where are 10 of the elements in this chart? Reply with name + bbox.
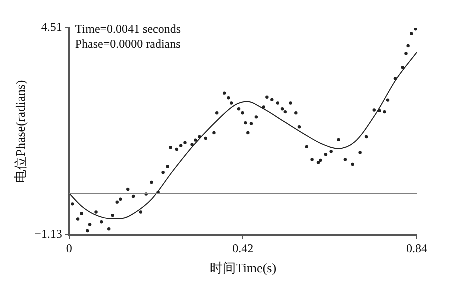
x-axis-title: 时间Time(s) — [210, 260, 277, 276]
y-tick-label: −1.13 — [34, 227, 62, 242]
x-tick-label: 0 — [66, 241, 72, 256]
y-axis-title: 电位Phase(radians) — [13, 80, 28, 183]
annotation: Time=0.0041 seconds — [75, 22, 182, 36]
annotation: Phase=0.0000 radians — [75, 37, 182, 52]
x-tick-label: 0.84 — [406, 241, 428, 256]
y-tick-label: 4.51 — [41, 20, 62, 34]
x-tick-label: 0.42 — [232, 241, 254, 256]
line-series — [69, 52, 417, 220]
